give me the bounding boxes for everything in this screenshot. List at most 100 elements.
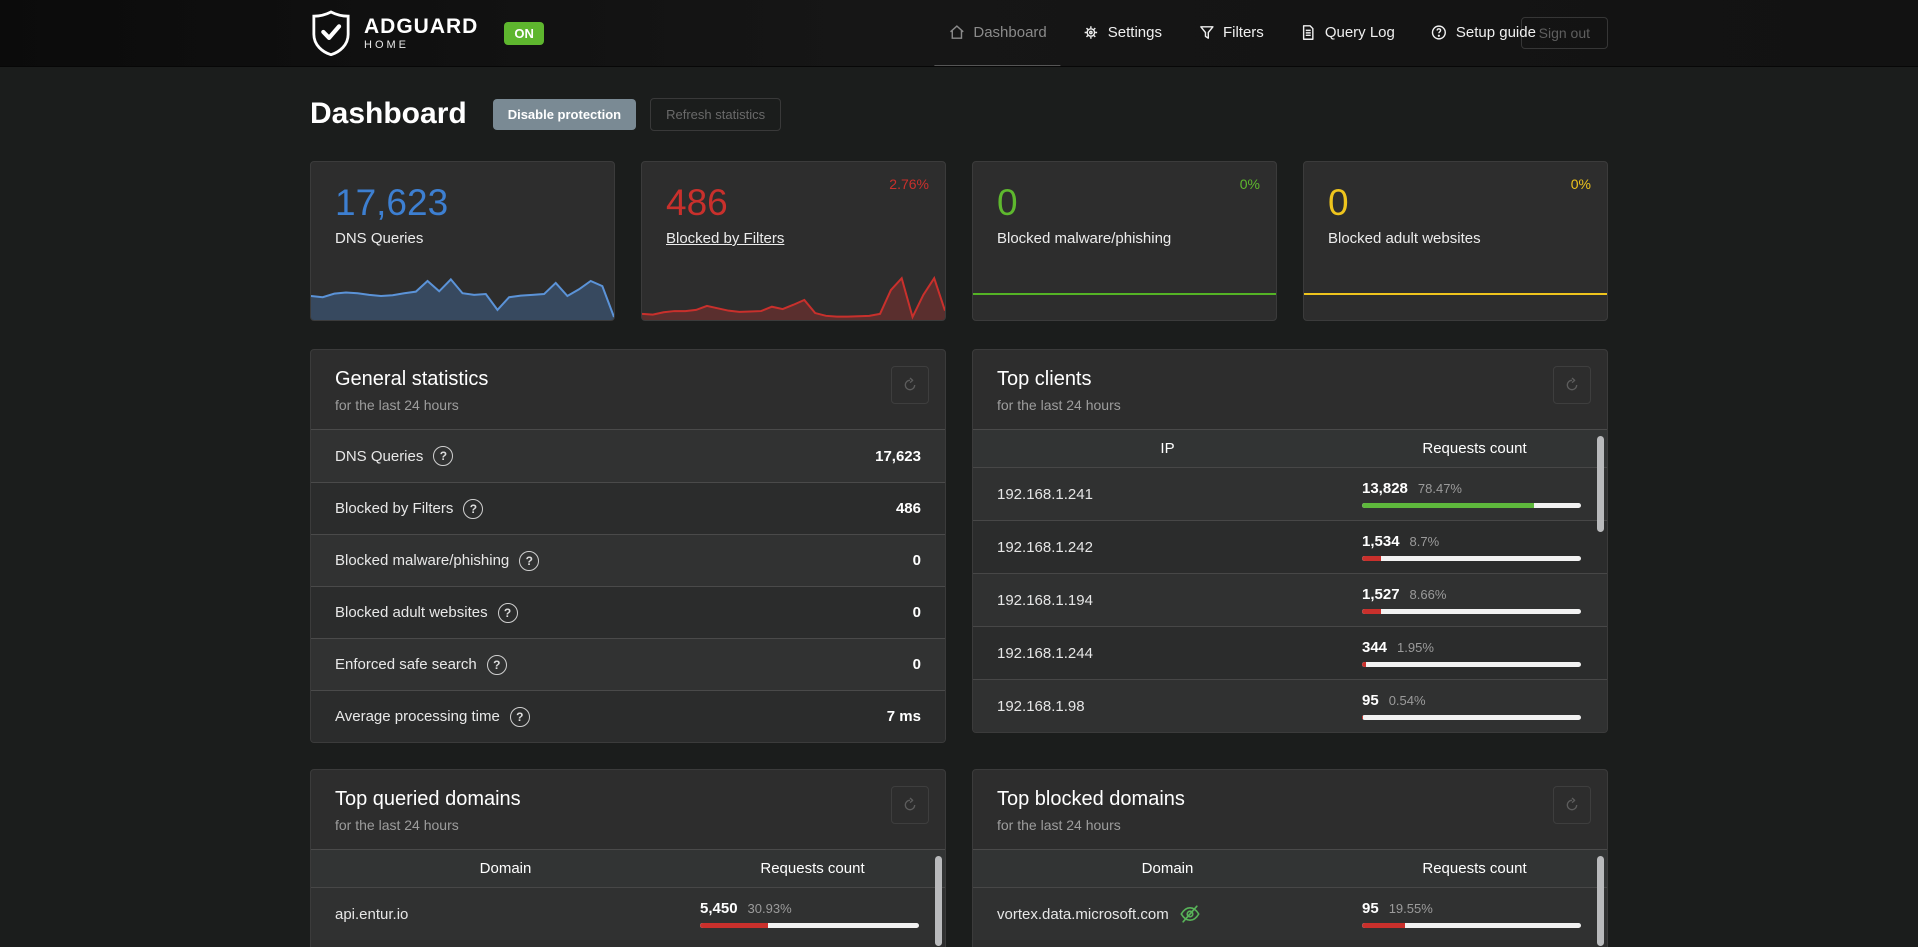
nav-item-settings[interactable]: Settings	[1069, 0, 1176, 66]
help-icon[interactable]: ?	[433, 446, 454, 466]
funnel-icon	[1199, 26, 1214, 39]
top-blocked-domains-card: Top blocked domains for the last 24 hour…	[972, 769, 1608, 947]
stat-row-blocked-adult: Blocked adult websites? 0	[311, 586, 945, 638]
blocked-filters-value: 486	[666, 182, 728, 223]
refresh-icon	[1566, 377, 1578, 391]
page-title: Dashboard	[310, 97, 467, 130]
refresh-icon	[904, 377, 916, 391]
nav-item-setup-guide[interactable]: Setup guide	[1417, 0, 1550, 66]
question-circle-icon	[1432, 25, 1447, 40]
blocked-filters-link[interactable]: Blocked by Filters	[666, 230, 785, 247]
nav-item-filters[interactable]: Filters	[1184, 0, 1278, 66]
blocked-adult-value: 0	[1328, 182, 1349, 223]
top-blocked-table-header: Domain Requests count	[973, 850, 1607, 887]
top-queried-table: api.entur.io 5,450 30.93%	[311, 887, 945, 940]
refresh-general-statistics-button[interactable]	[891, 366, 929, 404]
top-blocked-table: vortex.data.microsoft.com 95 19.55%	[973, 887, 1607, 940]
domain-name[interactable]: api.entur.io	[335, 905, 409, 923]
help-icon[interactable]: ?	[509, 706, 530, 727]
dns-queries-label: DNS Queries	[335, 230, 424, 247]
client-ip[interactable]: 192.168.1.242	[997, 538, 1093, 556]
domain-row: vortex.data.microsoft.com 95 19.55%	[973, 887, 1607, 940]
domain-row: api.entur.io 5,450 30.93%	[311, 887, 945, 940]
refresh-statistics-button[interactable]: Refresh statistics	[650, 97, 782, 131]
refresh-icon	[904, 797, 916, 811]
navbar: ADGUARD HOME ON Dashboard Settings Filte…	[0, 0, 1918, 67]
top-clients-title: Top clients	[997, 368, 1092, 390]
protection-status-badge: ON	[504, 21, 544, 45]
disable-protection-button[interactable]: Disable protection	[492, 98, 637, 130]
blocked-adult-sparkline	[1304, 276, 1607, 320]
client-row: 192.168.1.241 13,828 78.47%	[973, 467, 1607, 520]
scrollbar-thumb[interactable]	[935, 856, 942, 946]
client-row: 192.168.1.98 95 0.54%	[973, 679, 1607, 732]
refresh-top-clients-button[interactable]	[1553, 366, 1591, 404]
top-blocked-domains-title: Top blocked domains	[997, 788, 1185, 810]
home-icon	[950, 25, 964, 39]
top-clients-card: Top clients for the last 24 hours IP Req…	[972, 349, 1608, 733]
dashboard-page: Dashboard Disable protection Refresh sta…	[310, 67, 1608, 947]
top-clients-subtitle: for the last 24 hours	[997, 397, 1121, 413]
stat-row-safe-search: Enforced safe search? 0	[311, 638, 945, 690]
adguard-home-logo[interactable]: ADGUARD HOME ON	[310, 10, 544, 56]
top-queried-domains-card: Top queried domains for the last 24 hour…	[310, 769, 946, 947]
stat-row-processing-time: Average processing time? 7 ms	[311, 690, 945, 742]
client-ip[interactable]: 192.168.1.241	[997, 485, 1093, 503]
stat-card-blocked-adult: 0% 0 Blocked adult websites	[1303, 161, 1608, 321]
refresh-icon	[1566, 797, 1578, 811]
blocked-adult-percent: 0%	[1570, 176, 1591, 192]
client-row: 192.168.1.244 344 1.95%	[973, 626, 1607, 679]
eye-off-icon[interactable]	[1179, 903, 1201, 925]
blocked-malware-percent: 0%	[1239, 176, 1260, 192]
dns-queries-sparkline	[311, 276, 614, 320]
help-icon[interactable]: ?	[497, 602, 518, 623]
general-statistics-subtitle: for the last 24 hours	[335, 397, 459, 413]
client-ip[interactable]: 192.168.1.244	[997, 644, 1093, 662]
help-icon[interactable]: ?	[519, 550, 540, 571]
help-icon[interactable]: ?	[486, 654, 507, 675]
main-nav: Dashboard Settings Filters Query Log Set…	[934, 0, 1550, 66]
general-statistics-card: General statistics for the last 24 hours…	[310, 349, 946, 743]
brand-subtitle: HOME	[364, 38, 409, 51]
blocked-malware-label: Blocked malware/phishing	[997, 230, 1172, 247]
top-clients-table-header: IP Requests count	[973, 430, 1607, 467]
domain-name[interactable]: vortex.data.microsoft.com	[973, 903, 1362, 925]
blocked-malware-value: 0	[997, 182, 1018, 223]
stat-cards-row: 17,623 DNS Queries 2.76% 486 Blocked by …	[310, 161, 1608, 321]
brand-name: ADGUARD	[364, 14, 479, 38]
stat-row-blocked-malware: Blocked malware/phishing? 0	[311, 534, 945, 586]
refresh-top-blocked-button[interactable]	[1553, 786, 1591, 824]
document-icon	[1303, 25, 1314, 40]
nav-item-query-log[interactable]: Query Log	[1286, 0, 1409, 66]
shield-check-icon	[312, 10, 350, 56]
top-queried-table-header: Domain Requests count	[311, 850, 945, 887]
gear-icon	[1085, 26, 1098, 39]
general-statistics-title: General statistics	[335, 368, 489, 390]
top-queried-domains-subtitle: for the last 24 hours	[335, 817, 459, 833]
stat-card-blocked-malware: 0% 0 Blocked malware/phishing	[972, 161, 1277, 321]
sign-out-button[interactable]: Sign out	[1520, 17, 1608, 49]
page-header: Dashboard Disable protection Refresh sta…	[310, 97, 1608, 131]
stat-row-dns-queries: DNS Queries? 17,623	[311, 430, 945, 482]
stat-card-blocked-filters: 2.76% 486 Blocked by Filters	[641, 161, 946, 321]
client-ip[interactable]: 192.168.1.98	[997, 697, 1085, 715]
nav-item-dashboard[interactable]: Dashboard	[934, 0, 1061, 66]
stat-row-blocked-filters: Blocked by Filters? 486	[311, 482, 945, 534]
stat-card-dns-queries: 17,623 DNS Queries	[310, 161, 615, 321]
refresh-top-queried-button[interactable]	[891, 786, 929, 824]
top-queried-domains-title: Top queried domains	[335, 788, 521, 810]
top-clients-table: 192.168.1.241 13,828 78.47% 192.168.1.242…	[973, 467, 1607, 732]
blocked-malware-sparkline	[973, 276, 1276, 320]
blocked-filters-percent: 2.76%	[889, 176, 929, 192]
blocked-adult-label: Blocked adult websites	[1328, 230, 1481, 247]
client-ip[interactable]: 192.168.1.194	[997, 591, 1093, 609]
client-row: 192.168.1.194 1,527 8.66%	[973, 573, 1607, 626]
client-row: 192.168.1.242 1,534 8.7%	[973, 520, 1607, 573]
scrollbar-thumb[interactable]	[1597, 856, 1604, 946]
help-icon[interactable]: ?	[463, 498, 484, 519]
blocked-filters-sparkline	[642, 276, 945, 320]
scrollbar-thumb[interactable]	[1597, 436, 1604, 532]
general-statistics-list: DNS Queries? 17,623 Blocked by Filters? …	[311, 430, 945, 742]
dns-queries-value: 17,623	[335, 182, 449, 223]
top-blocked-domains-subtitle: for the last 24 hours	[997, 817, 1121, 833]
